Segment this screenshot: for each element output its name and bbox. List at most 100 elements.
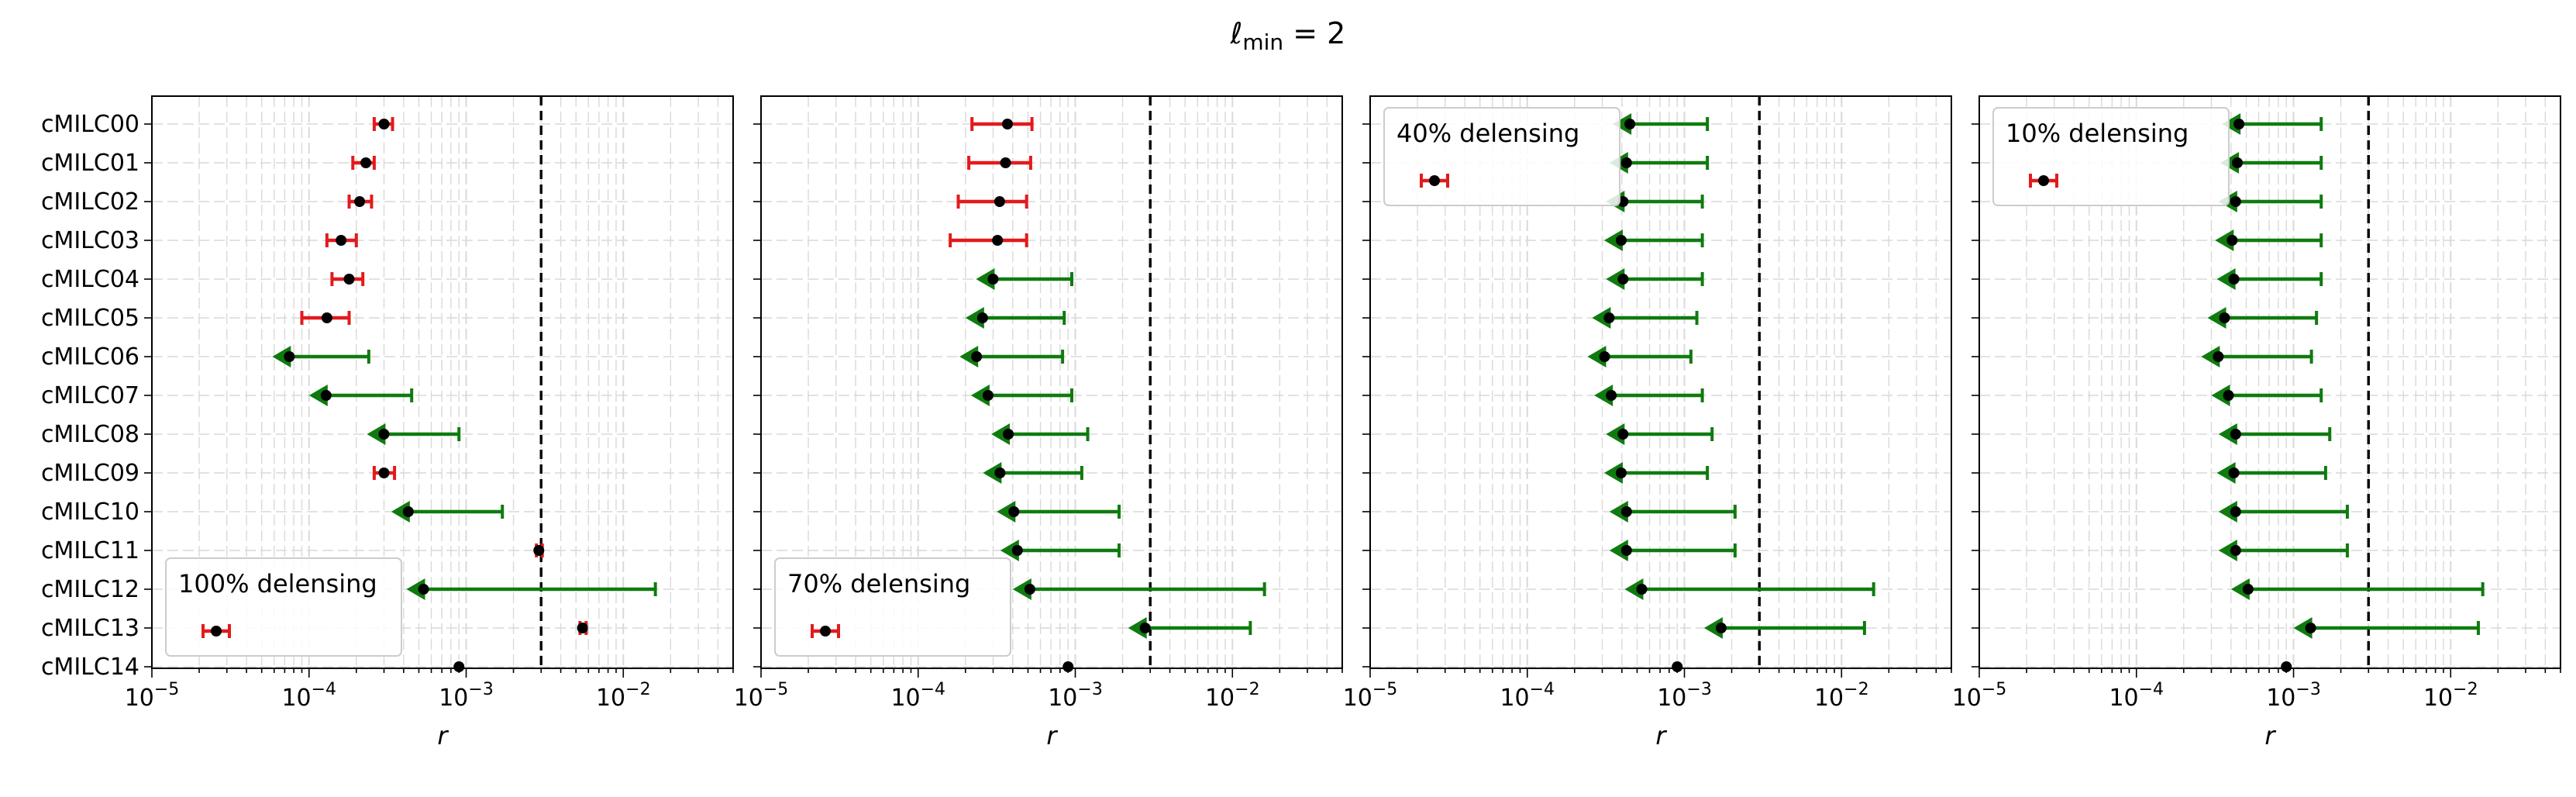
limit-arrow xyxy=(1603,229,1623,251)
axes-frame xyxy=(151,95,734,669)
limit-arrow xyxy=(1587,346,1607,367)
data-point xyxy=(378,429,390,440)
data-point xyxy=(1003,429,1014,440)
y-tick-label: cMILC01 xyxy=(41,150,139,177)
data-point xyxy=(1620,545,1632,556)
data-point xyxy=(987,274,999,285)
limit-arrow xyxy=(2218,423,2237,445)
limit-arrow xyxy=(367,423,386,445)
x-tick-label: 10−2 xyxy=(1814,680,1869,712)
limit-arrow xyxy=(2222,113,2241,135)
y-tick-label: cMILC03 xyxy=(41,227,139,254)
data-point xyxy=(360,157,372,168)
data-point xyxy=(1615,468,1627,478)
x-tick-label: 10−4 xyxy=(2109,680,2164,712)
limit-arrow xyxy=(1613,113,1632,135)
data-point xyxy=(2219,312,2230,323)
data-point xyxy=(2213,351,2224,362)
x-tick-label: 10−5 xyxy=(1343,680,1398,712)
limit-arrow xyxy=(1606,423,1625,445)
data-point xyxy=(2281,661,2292,672)
axes-frame xyxy=(1369,95,1952,669)
data-point xyxy=(2230,429,2241,440)
x-tick-label: 10−4 xyxy=(890,680,945,712)
data-point xyxy=(1617,429,1629,440)
data-point xyxy=(2228,468,2240,478)
limit-arrow xyxy=(1603,462,1623,484)
chart-panel-1: 10−5 10−4 10−3 10−2 cMILC00 cMILC01 cMILC02 cMI… xyxy=(41,95,734,750)
limit-arrow xyxy=(991,423,1011,445)
data-point xyxy=(402,506,414,517)
data-point xyxy=(2230,506,2241,517)
data-point xyxy=(378,468,390,478)
data-point xyxy=(2232,157,2244,168)
x-axis-label: r xyxy=(1046,721,1058,750)
x-tick-label: 10−3 xyxy=(1657,680,1712,712)
data-point xyxy=(976,312,988,323)
legend-label: 70% delensing xyxy=(787,569,970,599)
data-point xyxy=(378,119,390,129)
data-point xyxy=(1024,584,1035,595)
x-tick-label: 10−3 xyxy=(2266,680,2321,712)
data-point xyxy=(577,623,588,633)
y-tick-label: cMILC11 xyxy=(41,537,139,564)
data-point xyxy=(1011,545,1023,556)
y-tick-label: cMILC02 xyxy=(41,188,139,216)
figure-title: ℓmin = 2 xyxy=(1230,16,1346,55)
limit-arrow xyxy=(983,462,1002,484)
chart-panel-2: 10−5 10−4 10−3 10−2 r 70% delensing xyxy=(734,95,1343,750)
data-point xyxy=(1139,623,1151,633)
title-value: = 2 xyxy=(1283,16,1345,50)
data-point xyxy=(994,468,1006,478)
limit-arrow xyxy=(970,385,990,406)
data-point xyxy=(2223,390,2234,401)
y-tick-label: cMILC12 xyxy=(41,576,139,603)
data-point xyxy=(1636,584,1648,595)
x-tick-label: 10−5 xyxy=(125,680,180,712)
y-tick-label: cMILC08 xyxy=(41,421,139,448)
data-point xyxy=(2242,584,2254,595)
limit-arrow xyxy=(2216,462,2236,484)
y-tick-label: cMILC04 xyxy=(41,266,139,293)
limit-arrow xyxy=(997,501,1016,523)
limit-arrow xyxy=(1609,540,1628,561)
x-tick-label: 10−2 xyxy=(596,680,651,712)
data-point xyxy=(1008,506,1020,517)
y-tick-label: cMILC14 xyxy=(41,654,139,681)
data-point xyxy=(1620,506,1632,517)
data-point xyxy=(336,235,347,246)
x-axis-label: r xyxy=(2264,721,2276,750)
limit-arrow xyxy=(965,307,984,329)
data-point xyxy=(2305,623,2316,633)
axes-frame xyxy=(1978,95,2561,669)
limit-arrow xyxy=(1128,617,1147,639)
limit-arrow xyxy=(2293,617,2313,639)
chart-panel-3: 10−5 10−4 10−3 10−2 r 40% delensing xyxy=(1343,95,1952,750)
data-point xyxy=(453,661,465,672)
data-point xyxy=(418,584,429,595)
data-point xyxy=(533,545,545,556)
data-point xyxy=(320,390,332,401)
data-point xyxy=(1620,157,1632,168)
data-point xyxy=(2230,545,2241,556)
limit-arrow xyxy=(272,346,291,367)
data-point xyxy=(2230,196,2241,207)
data-point xyxy=(284,351,295,362)
legend-marker xyxy=(1429,175,1440,186)
y-tick-label: cMILC07 xyxy=(41,382,139,409)
limit-arrow xyxy=(1624,578,1644,600)
legend-marker xyxy=(211,626,222,637)
limit-arrow xyxy=(1703,617,1723,639)
data-point xyxy=(992,235,1004,246)
data-point xyxy=(1062,661,1074,672)
x-tick-label: 10−5 xyxy=(734,680,789,712)
axes-frame xyxy=(760,95,1343,669)
data-point xyxy=(343,274,355,285)
legend-marker xyxy=(820,626,831,637)
limit-arrow xyxy=(2218,540,2237,561)
data-point xyxy=(971,351,983,362)
limit-arrow xyxy=(2230,578,2250,600)
limit-arrow xyxy=(308,385,328,406)
limit-arrow xyxy=(1012,578,1031,600)
